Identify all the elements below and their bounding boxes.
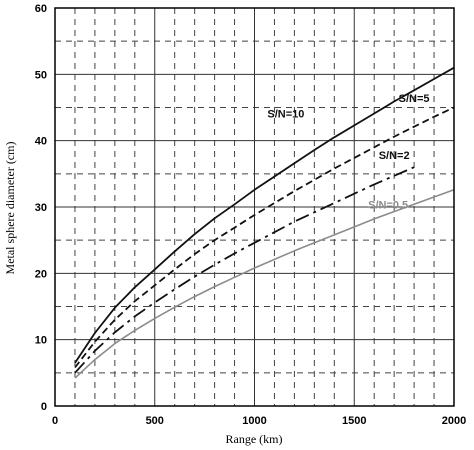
y-tick-label: 50 — [35, 69, 47, 81]
series-line — [74, 106, 455, 369]
series-label: S/N=5 — [399, 93, 430, 105]
series-group: S/N=10 S/N=5 S/N=2 S/N=0.5 — [74, 66, 455, 379]
plot-frame — [54, 7, 455, 407]
y-tick-label: 20 — [35, 268, 47, 280]
x-tick-label: 0 — [52, 415, 58, 427]
y-tick-label: 60 — [35, 3, 47, 15]
series-label: S/N=0.5 — [368, 199, 408, 211]
series-label: S/N=2 — [379, 150, 410, 162]
series-line — [74, 166, 415, 374]
axes: 0 500 1000 1500 2000 0 10 20 30 40 50 60 — [35, 3, 466, 427]
series-label: S/N=10 — [267, 108, 304, 120]
x-axis-title: Range (km) — [226, 432, 283, 446]
series-line — [74, 66, 455, 364]
x-tick-label: 1000 — [242, 415, 266, 427]
y-axis-title: Metal sphere diameter (cm) — [3, 142, 17, 275]
y-tick-label: 30 — [35, 202, 47, 214]
x-tick-label: 1500 — [342, 415, 366, 427]
x-tick-label: 500 — [146, 415, 164, 427]
y-tick-label: 10 — [35, 335, 47, 347]
series-line — [74, 189, 455, 379]
y-tick-label: 40 — [35, 136, 47, 148]
y-tick-label: 0 — [41, 401, 47, 413]
x-tick-label: 2000 — [442, 415, 466, 427]
